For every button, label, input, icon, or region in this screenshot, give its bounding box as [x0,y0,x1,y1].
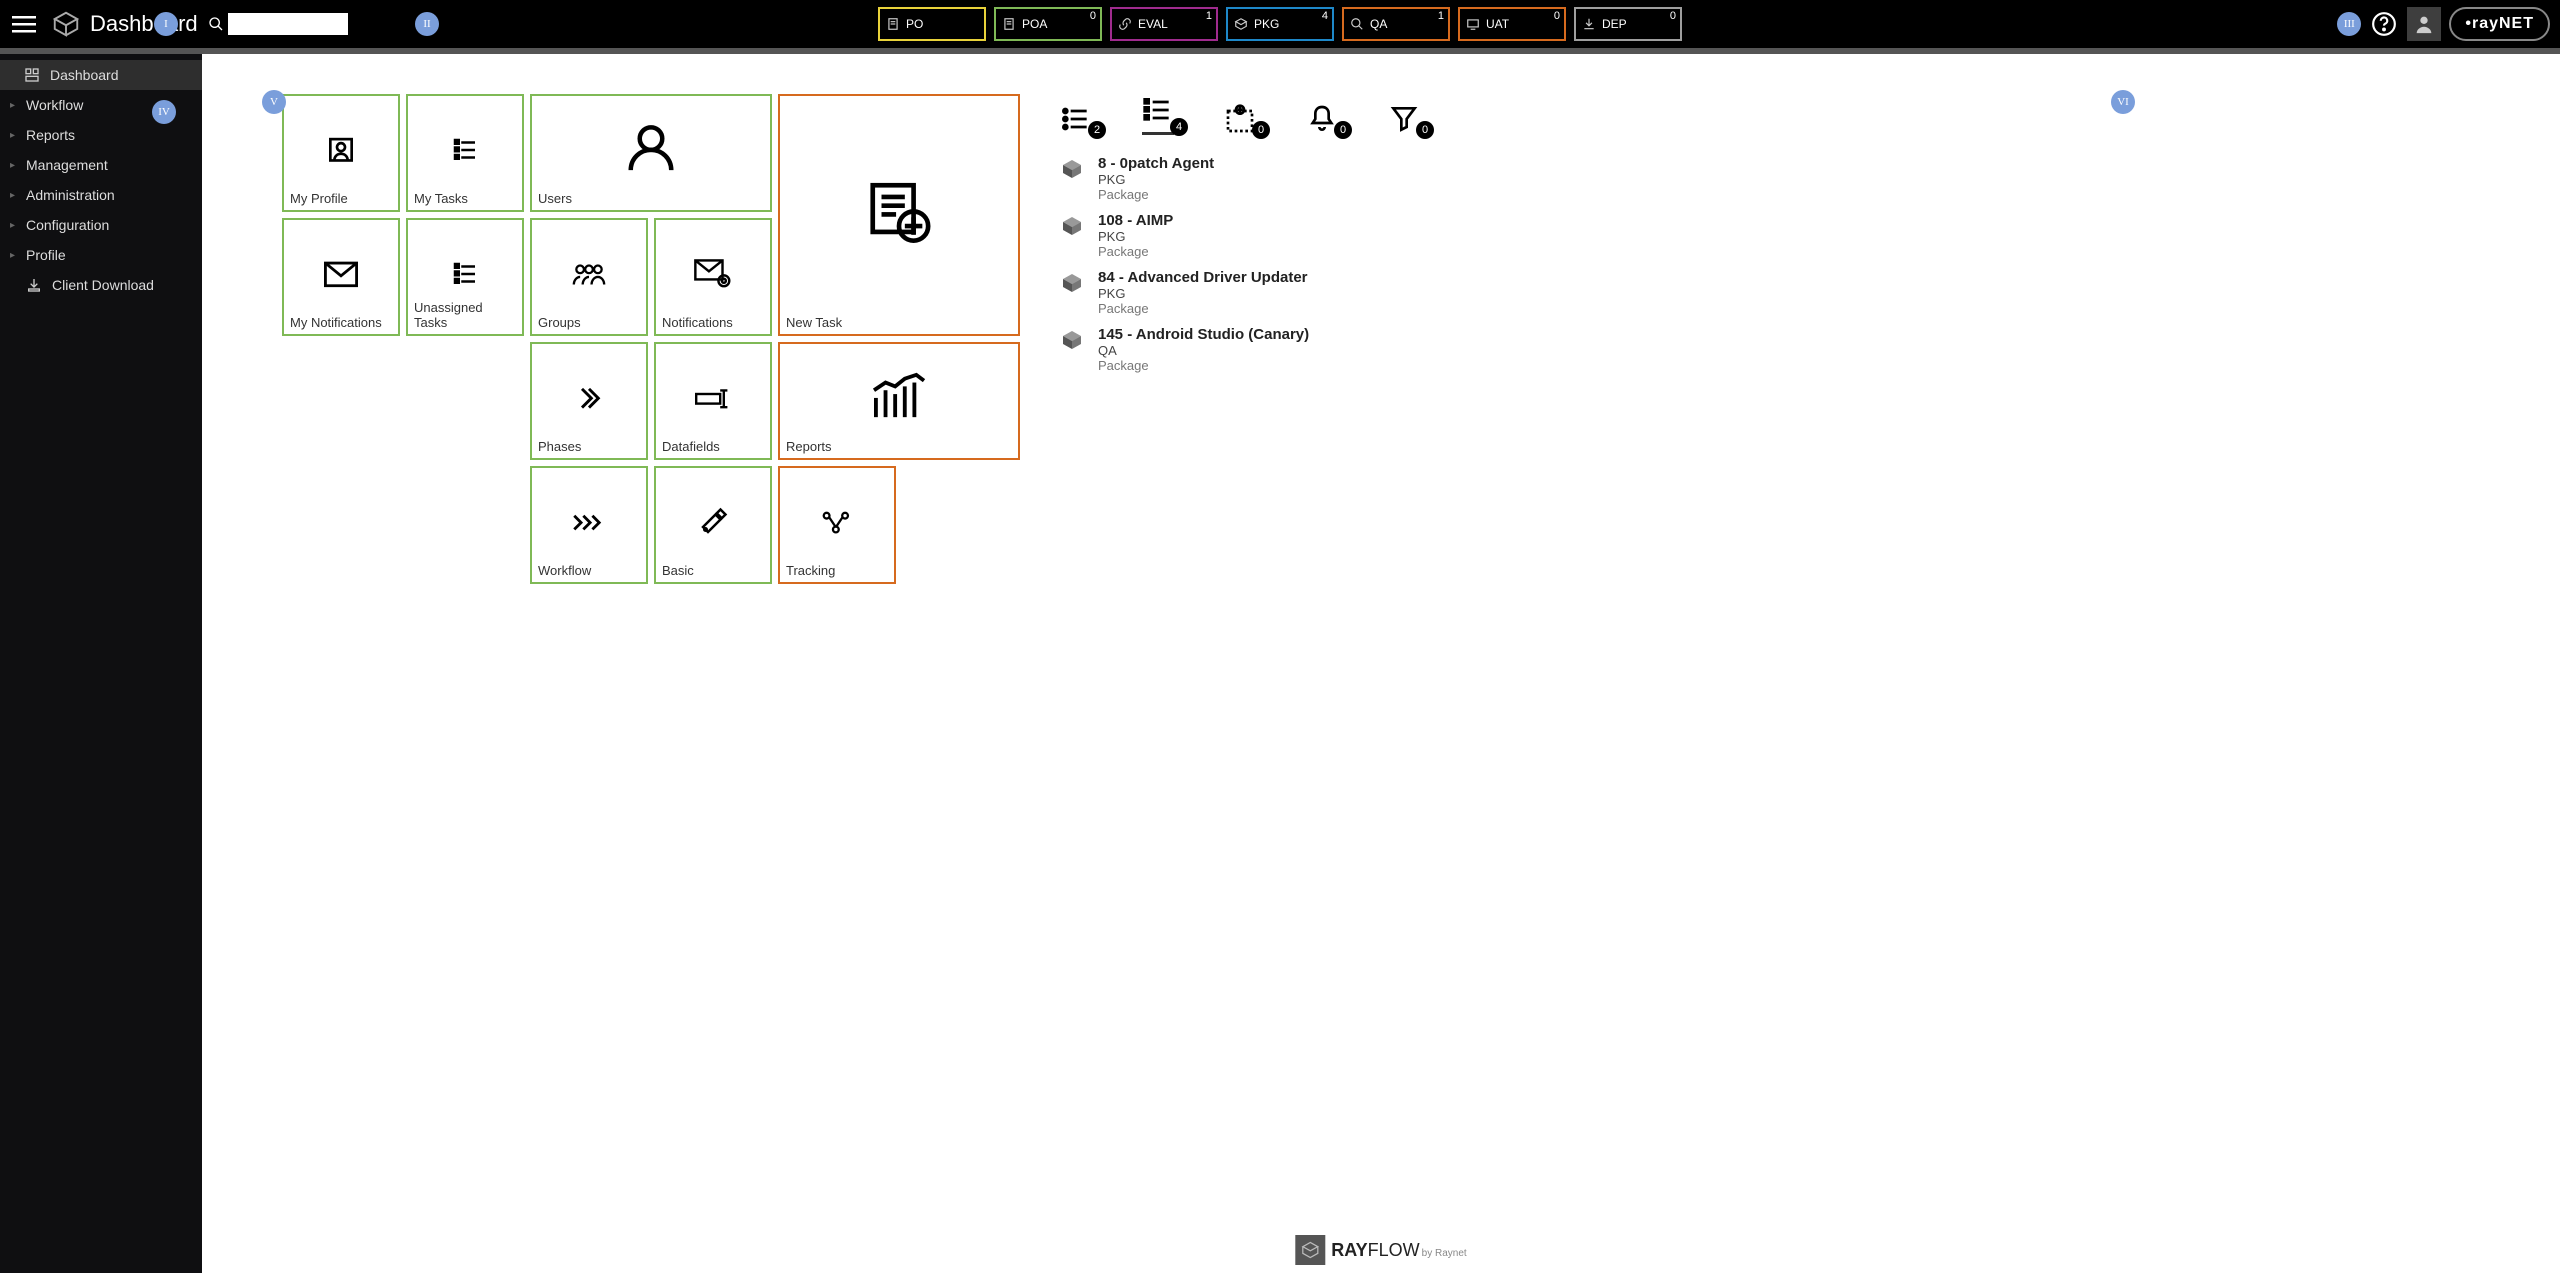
task-item[interactable]: 145 - Android Studio (Canary) QA Package [1060,326,1480,373]
sidebar-item-client-download[interactable]: Client Download [0,270,202,300]
link-icon [1116,15,1134,33]
screen-icon [1464,15,1482,33]
mail-icon [324,261,358,287]
tile-phases[interactable]: Phases [530,342,648,460]
footer-logo: RAYFLOWby Raynet [1295,1235,1466,1265]
phase-bar: PO POA 0 EVAL 1 PKG 4 QA 1 UAT 0 [878,7,1682,41]
sidebar-item-administration[interactable]: ▸Administration [0,180,202,210]
top-right-controls: III •rayNET [2337,7,2560,41]
search-input[interactable] [228,13,348,35]
status-icon-3[interactable]: 0 [1224,103,1256,135]
status-icon-2[interactable]: 4 [1142,94,1174,135]
tile-my-notifications[interactable]: My Notifications [282,218,400,336]
new-task-icon [864,177,934,247]
mail-gear-icon [694,259,732,289]
task-item[interactable]: 108 - AIMP PKG Package [1060,212,1480,259]
tile-workflow[interactable]: Workflow [530,466,648,584]
status-icons: 2 4 0 0 0 [1060,94,1480,135]
tile-grid: My Profile My Tasks Users New Task My No… [282,94,1020,1233]
package-icon [1060,214,1088,242]
search-icon [1348,15,1366,33]
tile-users[interactable]: Users [530,94,772,212]
sidebar-item-reports[interactable]: ▸Reports [0,120,202,150]
user-menu[interactable] [2407,7,2441,41]
search-wrap [208,13,348,35]
callout-1: I [154,12,178,36]
sidebar-item-dashboard[interactable]: Dashboard [0,60,202,90]
box-icon [1232,15,1250,33]
tile-my-tasks[interactable]: My Tasks [406,94,524,212]
workflow-icon [572,511,606,535]
phase-uat[interactable]: UAT 0 [1458,7,1566,41]
datafields-icon [695,388,731,410]
callout-2: II [415,12,439,36]
doc-icon [1000,15,1018,33]
doc-icon [884,15,902,33]
tile-datafields[interactable]: Datafields [654,342,772,460]
tile-notifications[interactable]: Notifications [654,218,772,336]
tile-new-task[interactable]: New Task [778,94,1020,336]
tile-groups[interactable]: Groups [530,218,648,336]
phase-poa[interactable]: POA 0 [994,7,1102,41]
tile-basic[interactable]: Basic [654,466,772,584]
phase-pkg[interactable]: PKG 4 [1226,7,1334,41]
search-icon [208,16,224,32]
status-icon-5[interactable]: 0 [1388,103,1420,135]
chart-icon [869,371,929,421]
task-list: 8 - 0patch Agent PKG Package 108 - AIMP … [1060,155,1480,373]
package-icon [1060,271,1088,299]
right-panel: 2 4 0 0 0 [1060,94,1480,1233]
dashboard-icon [24,67,42,83]
tile-unassigned-tasks[interactable]: Unassigned Tasks [406,218,524,336]
top-bar: Dashboard I II PO POA 0 EVAL 1 PKG 4 [0,0,2560,48]
task-item[interactable]: 8 - 0patch Agent PKG Package [1060,155,1480,202]
content-area: V VI My Profile My Tasks Users New Task [202,54,2560,1273]
sidebar-item-configuration[interactable]: ▸Configuration [0,210,202,240]
brand-logo: •rayNET [2449,7,2550,41]
sidebar: Dashboard ▸Workflow ▸Reports ▸Management… [0,54,202,1273]
page-title: Dashboard [90,11,198,37]
sidebar-item-profile[interactable]: ▸Profile [0,240,202,270]
groups-icon [570,261,608,287]
status-icon-1[interactable]: 2 [1060,103,1092,135]
tools-icon [698,507,728,537]
help-button[interactable] [2369,9,2399,39]
phase-po[interactable]: PO [878,7,986,41]
task-item[interactable]: 84 - Advanced Driver Updater PKG Package [1060,269,1480,316]
package-icon [1060,328,1088,356]
phase-qa[interactable]: QA 1 [1342,7,1450,41]
footer-logo-icon [1295,1235,1325,1265]
sidebar-item-management[interactable]: ▸Management [0,150,202,180]
tile-reports[interactable]: Reports [778,342,1020,460]
hamburger-menu[interactable] [0,0,48,48]
callout-4: IV [152,100,176,124]
download-icon [26,277,44,293]
app-logo-icon [48,6,84,42]
list-icon [450,135,480,165]
callout-3: III [2337,12,2361,36]
tile-my-profile[interactable]: My Profile [282,94,400,212]
tile-tracking[interactable]: Tracking [778,466,896,584]
phases-icon [575,384,603,412]
phase-dep[interactable]: DEP 0 [1574,7,1682,41]
status-icon-4[interactable]: 0 [1306,103,1338,135]
tracking-icon [822,511,852,535]
package-icon [1060,157,1088,185]
user-icon [624,121,678,175]
callout-5: V [262,90,286,114]
profile-icon [325,134,357,166]
list-icon [450,259,480,289]
phase-eval[interactable]: EVAL 1 [1110,7,1218,41]
callout-6: VI [2111,90,2135,114]
deploy-icon [1580,15,1598,33]
